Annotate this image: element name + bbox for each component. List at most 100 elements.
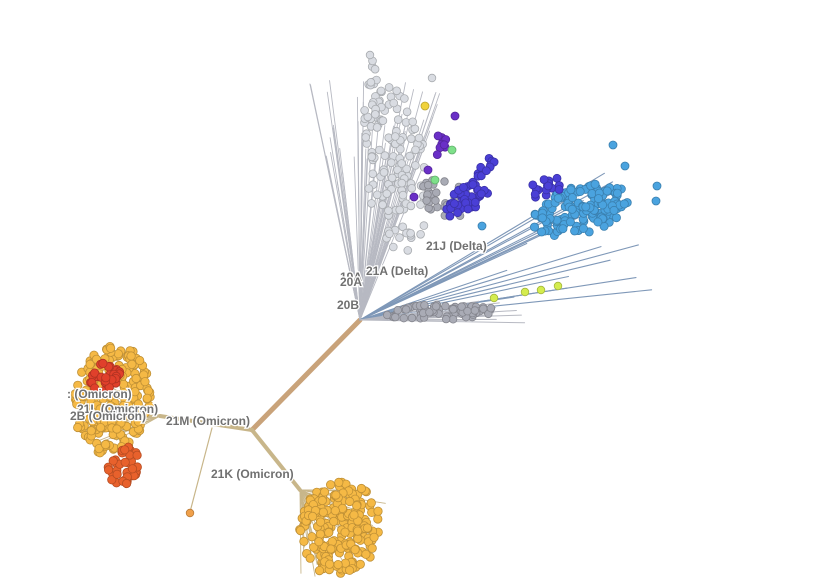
omicron-orange-tip[interactable] — [73, 380, 83, 390]
delta-blue-tip[interactable] — [553, 193, 563, 203]
omicron-yellow-tip[interactable] — [295, 525, 306, 536]
orange-red-tip[interactable] — [132, 450, 142, 460]
omicron-yellow-tip[interactable] — [331, 490, 341, 500]
omicron-yellow-tip[interactable] — [373, 506, 383, 516]
omicron-yellow-tip[interactable] — [314, 537, 324, 547]
light-grey-tip[interactable] — [388, 242, 398, 252]
omicron-yellow-tip[interactable] — [362, 523, 372, 533]
delta-blue-tip[interactable] — [477, 221, 487, 231]
omicron-yellow-tip[interactable] — [369, 532, 379, 542]
delta-blue-tip[interactable] — [570, 226, 580, 236]
delta-blue-tip[interactable] — [608, 140, 618, 150]
light-grey-tip[interactable] — [408, 117, 418, 127]
delta-blue-tip[interactable] — [565, 217, 575, 227]
delta-violet-tip[interactable] — [470, 197, 480, 207]
light-grey-tip[interactable] — [389, 98, 399, 108]
light-grey-tip[interactable] — [397, 159, 406, 168]
delta-violet-tip[interactable] — [468, 180, 478, 190]
omicron-yellow-tip[interactable] — [345, 496, 355, 507]
delta-blue-tip[interactable] — [530, 222, 540, 232]
light-grey-tip[interactable] — [393, 115, 403, 124]
light-grey-tip[interactable] — [411, 145, 420, 155]
delta-violet-tip[interactable] — [552, 173, 562, 183]
light-grey-tip[interactable] — [386, 158, 396, 168]
light-grey-tip[interactable] — [390, 132, 400, 141]
delta-violet-tip[interactable] — [476, 189, 486, 199]
light-grey-tip[interactable] — [384, 206, 393, 216]
omicron-orange-tip[interactable] — [130, 387, 140, 397]
light-grey-tip[interactable] — [427, 73, 437, 83]
light-grey-tip[interactable] — [378, 200, 387, 210]
omicron-yellow-tip[interactable] — [333, 559, 343, 570]
grey-tip[interactable] — [440, 177, 449, 186]
light-grey-tip[interactable] — [385, 229, 394, 239]
delta-blue-tip[interactable] — [598, 200, 608, 210]
grey-tip[interactable] — [470, 306, 480, 315]
omicron-yellow-tip[interactable] — [373, 514, 383, 524]
light-grey-tip[interactable] — [414, 133, 424, 143]
omicron-orange-tip[interactable] — [120, 411, 130, 421]
omicron-yellow-tip[interactable] — [324, 559, 335, 569]
light-grey-tip[interactable] — [406, 134, 416, 144]
omicron-orange-tip[interactable] — [126, 351, 136, 361]
light-grey-tip[interactable] — [372, 123, 382, 132]
delta-blue-tip[interactable] — [620, 161, 630, 171]
omicron-orange-tip[interactable] — [131, 373, 141, 384]
light-grey-tip[interactable] — [367, 152, 377, 162]
grey-tip[interactable] — [425, 308, 434, 317]
omicron-orange-tip[interactable] — [72, 399, 82, 409]
omicron-yellow-tip[interactable] — [324, 527, 334, 538]
omicron-yellow-tip[interactable] — [326, 544, 336, 554]
grey-tip[interactable] — [486, 304, 496, 313]
orange-red-tip[interactable] — [127, 464, 138, 474]
omicron-yellow-tip[interactable] — [349, 510, 359, 520]
grey-tip[interactable] — [391, 312, 400, 322]
delta-violet-tip[interactable] — [539, 175, 549, 185]
grey-tip[interactable] — [441, 314, 451, 324]
light-grey-tip[interactable] — [378, 116, 388, 125]
clade-label-19a[interactable]: 19A — [339, 269, 364, 286]
omicron-yellow-tip[interactable] — [353, 534, 363, 544]
purple-tip[interactable] — [450, 111, 460, 121]
delta-blue-tip[interactable] — [537, 227, 547, 237]
omicron-orange-tip[interactable] — [133, 399, 143, 409]
tree-tips[interactable] — [70, 50, 662, 578]
delta-violet-tip[interactable] — [543, 181, 553, 191]
omicron-yellow-tip[interactable] — [355, 559, 365, 569]
light-grey-tip[interactable] — [403, 246, 413, 255]
omicron-orange-tip[interactable] — [112, 424, 122, 434]
purple-tip[interactable] — [432, 150, 442, 160]
clade-label-21j[interactable]: 21J (Delta) — [425, 238, 488, 255]
light-grey-tip[interactable] — [361, 133, 371, 142]
red-tip[interactable] — [90, 368, 100, 378]
yellow-green-tip[interactable] — [536, 285, 546, 295]
omicron-yellow-tip[interactable] — [325, 480, 336, 490]
delta-blue-tip[interactable] — [578, 223, 588, 233]
omicron-orange-tip[interactable] — [113, 349, 123, 359]
omicron-yellow-tip[interactable] — [318, 507, 328, 517]
light-grey-tip[interactable] — [376, 86, 386, 96]
omicron-yellow-tip[interactable] — [307, 511, 318, 522]
delta-blue-tip[interactable] — [590, 179, 600, 189]
omicron-orange-tip[interactable] — [140, 377, 150, 387]
omicron-yellow-tip[interactable] — [330, 506, 340, 516]
omicron-yellow-tip[interactable] — [305, 553, 315, 563]
yellow-green-tip[interactable] — [489, 293, 499, 303]
delta-violet-tip[interactable] — [530, 189, 540, 199]
delta-blue-tip[interactable] — [558, 224, 568, 234]
light-grey-tip[interactable] — [392, 86, 402, 96]
orange-red-tip[interactable] — [107, 475, 117, 485]
light-grey-tip[interactable] — [380, 151, 390, 160]
grey-tip[interactable] — [399, 314, 408, 323]
light-grey-tip[interactable] — [367, 199, 376, 208]
light-grey-tip[interactable] — [398, 222, 408, 232]
grey-tip[interactable] — [423, 180, 433, 190]
light-grey-tip[interactable] — [370, 110, 380, 119]
light-grey-tip[interactable] — [395, 144, 405, 154]
delta-blue-tip[interactable] — [594, 194, 604, 204]
light-grey-tip[interactable] — [411, 161, 420, 170]
omicron-yellow-tip[interactable] — [329, 516, 339, 527]
light-grey-tip[interactable] — [365, 50, 375, 60]
omicron-yellow-tip[interactable] — [366, 498, 376, 508]
